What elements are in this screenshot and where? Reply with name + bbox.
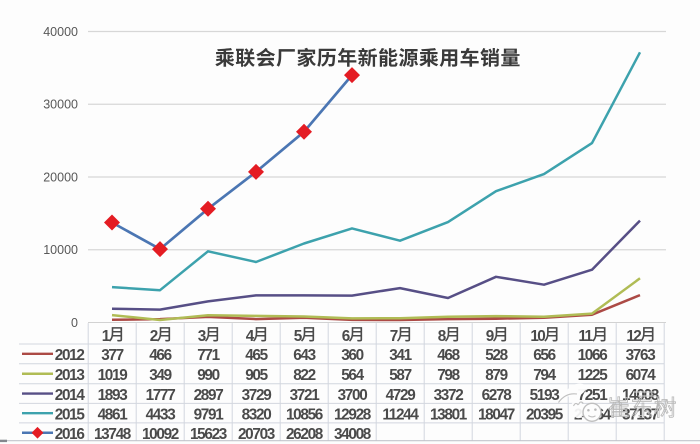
svg-text:528: 528	[485, 347, 508, 364]
svg-text:2012: 2012	[55, 347, 85, 364]
svg-text:3700: 3700	[338, 387, 368, 404]
svg-text:2: 2	[150, 328, 158, 345]
svg-text:465: 465	[245, 347, 268, 364]
svg-text:1893: 1893	[98, 387, 128, 404]
svg-text:643: 643	[293, 347, 315, 364]
svg-text:341: 341	[389, 347, 412, 364]
svg-text:822: 822	[293, 367, 315, 384]
svg-text:12: 12	[626, 328, 641, 345]
svg-text:2014: 2014	[55, 387, 86, 404]
svg-text:0: 0	[71, 316, 78, 330]
svg-text:2013: 2013	[55, 367, 85, 384]
svg-text:3372: 3372	[434, 387, 464, 404]
svg-text:18047: 18047	[478, 406, 515, 423]
svg-text:587: 587	[389, 367, 411, 384]
svg-text:1019: 1019	[98, 367, 128, 384]
svg-text:26208: 26208	[286, 426, 324, 443]
svg-text:6278: 6278	[482, 387, 513, 404]
svg-text:8320: 8320	[242, 406, 272, 423]
svg-text:377: 377	[101, 347, 123, 364]
svg-text:1066: 1066	[578, 347, 608, 364]
svg-text:564: 564	[341, 367, 364, 384]
svg-text:3721: 3721	[290, 387, 321, 404]
svg-text:8: 8	[438, 328, 447, 345]
svg-text:11: 11	[578, 328, 593, 345]
svg-text:5: 5	[294, 328, 303, 345]
svg-text:1: 1	[102, 328, 111, 345]
svg-text:10856: 10856	[286, 406, 323, 423]
svg-text:20000: 20000	[43, 170, 78, 184]
svg-text:990: 990	[197, 367, 219, 384]
svg-text:794: 794	[533, 367, 556, 384]
svg-text:7: 7	[390, 328, 398, 345]
svg-text:10: 10	[530, 328, 545, 345]
svg-text:13748: 13748	[94, 426, 132, 443]
svg-text:879: 879	[485, 367, 507, 384]
svg-text:34008: 34008	[334, 426, 372, 443]
svg-text:3: 3	[198, 328, 206, 345]
svg-text:20703: 20703	[238, 426, 275, 443]
svg-text:2897: 2897	[194, 387, 224, 404]
svg-text:9: 9	[486, 328, 494, 345]
svg-text:1777: 1777	[146, 387, 176, 404]
svg-text:2015: 2015	[55, 406, 86, 423]
svg-text:4: 4	[246, 328, 255, 345]
svg-text:349: 349	[149, 367, 171, 384]
svg-text:4729: 4729	[386, 387, 416, 404]
svg-text:2016: 2016	[55, 426, 85, 443]
svg-text:905: 905	[245, 367, 268, 384]
svg-text:10092: 10092	[142, 426, 179, 443]
svg-text:4433: 4433	[146, 406, 176, 423]
svg-text:12928: 12928	[334, 406, 372, 423]
svg-text:11244: 11244	[382, 406, 419, 423]
svg-text:40000: 40000	[43, 25, 78, 39]
svg-text:3763: 3763	[626, 347, 656, 364]
svg-text:798: 798	[437, 367, 460, 384]
svg-text:1225: 1225	[578, 367, 609, 384]
svg-text:20395: 20395	[526, 406, 564, 423]
svg-text:5193: 5193	[530, 387, 560, 404]
svg-text:4861: 4861	[98, 406, 129, 423]
svg-text:15623: 15623	[190, 426, 227, 443]
svg-text:37137: 37137	[622, 406, 659, 423]
svg-text:9791: 9791	[194, 406, 225, 423]
svg-text:466: 466	[149, 347, 171, 364]
svg-text:30000: 30000	[43, 98, 78, 112]
svg-text:6: 6	[342, 328, 350, 345]
svg-text:6074: 6074	[626, 367, 657, 384]
svg-text:771: 771	[197, 347, 220, 364]
svg-text:360: 360	[341, 347, 363, 364]
svg-text:468: 468	[437, 347, 460, 364]
svg-text:13801: 13801	[430, 406, 468, 423]
svg-text:656: 656	[533, 347, 555, 364]
svg-text:10000: 10000	[43, 243, 78, 257]
svg-text:7251: 7251	[578, 387, 609, 404]
svg-text:3729: 3729	[242, 387, 272, 404]
